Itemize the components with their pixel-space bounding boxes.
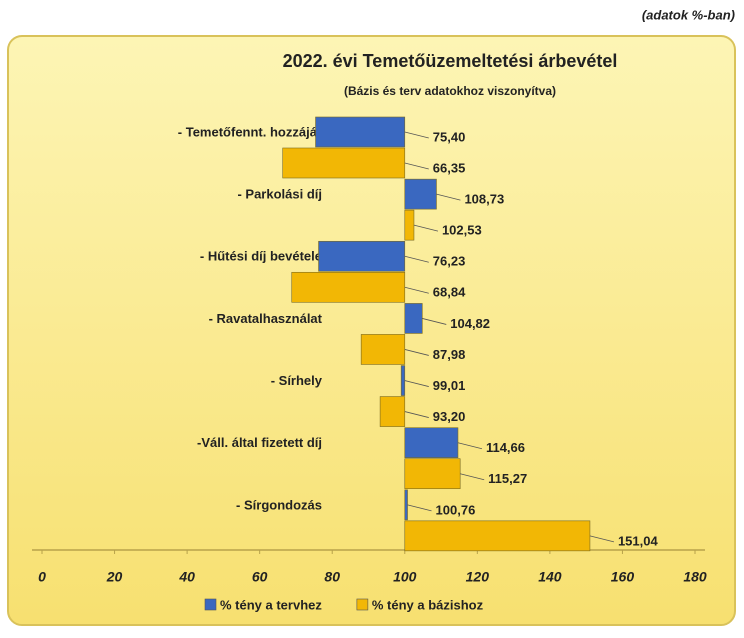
- leader-line: [404, 380, 429, 387]
- bar: [404, 458, 461, 490]
- x-tick-label: 40: [178, 569, 195, 585]
- leader-line: [413, 224, 439, 232]
- x-tick-label: 100: [393, 569, 417, 585]
- value-label: 115,27: [488, 471, 527, 486]
- value-label: 114,66: [486, 440, 525, 455]
- category-label: - Sírhely: [271, 373, 323, 388]
- value-label: 108,73: [464, 192, 504, 207]
- leader-line: [436, 193, 461, 201]
- leader-line: [404, 286, 429, 294]
- bar: [404, 427, 459, 459]
- value-label: 87,98: [433, 347, 466, 362]
- bar: [315, 116, 406, 148]
- bar: [379, 396, 406, 427]
- legend-swatch: [204, 598, 217, 611]
- bar: [404, 520, 591, 552]
- value-label: 104,82: [450, 316, 490, 331]
- value-label: 102,53: [442, 223, 482, 238]
- value-label: 100,76: [436, 502, 476, 517]
- chart-frame: [7, 35, 736, 626]
- value-label: 99,01: [433, 378, 466, 393]
- leader-line: [404, 349, 429, 356]
- leader-line: [589, 535, 615, 543]
- legend-label: % tény a bázishoz: [372, 597, 484, 612]
- leader-line: [407, 504, 432, 512]
- x-tick-label: 180: [683, 569, 707, 585]
- value-label: 68,84: [433, 285, 466, 300]
- bar: [400, 365, 406, 396]
- category-label: -Váll. által fizetett díj: [197, 435, 322, 450]
- value-label: 76,23: [433, 254, 466, 269]
- leader-line: [460, 473, 485, 481]
- category-label: - Parkolási díj: [237, 187, 322, 202]
- bar: [404, 178, 437, 210]
- leader-line: [404, 131, 429, 139]
- x-tick-label: 60: [252, 569, 268, 585]
- note: (adatok %-ban): [642, 7, 735, 22]
- x-tick-label: 140: [538, 569, 562, 585]
- bar: [404, 209, 415, 241]
- leader-line: [404, 162, 429, 170]
- bar: [404, 303, 423, 334]
- bar: [291, 271, 406, 303]
- x-tick-label: 160: [611, 569, 635, 585]
- leader-line: [404, 255, 429, 263]
- value-label: 93,20: [433, 409, 466, 424]
- category-label: - Temetőfennt. hozzájár: [178, 124, 322, 139]
- bar: [282, 147, 406, 179]
- bar: [318, 240, 406, 272]
- legend-swatch: [356, 598, 369, 611]
- bar: [404, 489, 408, 521]
- x-tick-label: 120: [466, 569, 490, 585]
- category-label: - Sírgondozás: [236, 497, 322, 512]
- leader-line: [422, 318, 447, 325]
- x-tick-label: 80: [324, 569, 340, 585]
- chart-title: 2022. évi Temetőüzemeltetési árbevétel: [283, 51, 618, 71]
- value-label: 75,40: [433, 129, 466, 144]
- leader-line: [457, 442, 483, 450]
- chart-subtitle: (Bázis és terv adatokhoz viszonyítva): [344, 84, 556, 98]
- category-label: - Hűtési díj bevétele: [200, 249, 322, 264]
- x-tick-label: 20: [106, 569, 123, 585]
- legend-label: % tény a tervhez: [220, 597, 322, 612]
- bar: [360, 334, 406, 365]
- leader-line: [404, 411, 429, 418]
- x-tick-label: 0: [38, 569, 46, 585]
- category-label: - Ravatalhasználat: [209, 311, 323, 326]
- value-label: 151,04: [618, 533, 659, 548]
- value-label: 66,35: [433, 160, 466, 175]
